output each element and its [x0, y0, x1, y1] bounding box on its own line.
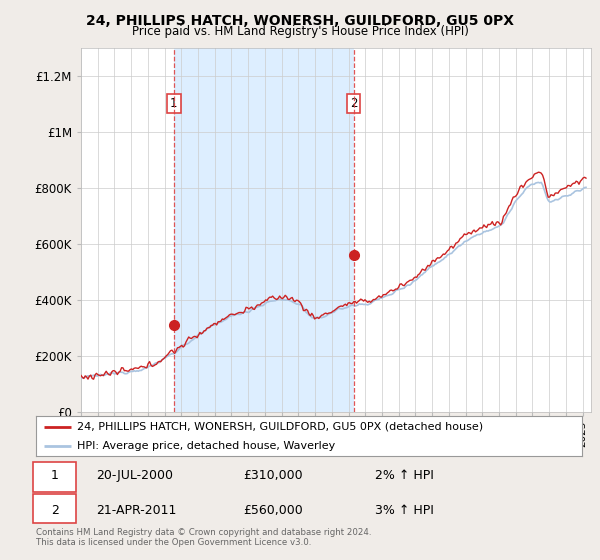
Text: Price paid vs. HM Land Registry's House Price Index (HPI): Price paid vs. HM Land Registry's House …	[131, 25, 469, 38]
Bar	[174, 48, 353, 412]
Text: 1: 1	[170, 97, 178, 110]
Text: HPI: Average price, detached house, Waverley: HPI: Average price, detached house, Wave…	[77, 441, 335, 451]
Text: 24, PHILLIPS HATCH, WONERSH, GUILDFORD, GU5 0PX (detached house): 24, PHILLIPS HATCH, WONERSH, GUILDFORD, …	[77, 422, 483, 432]
Text: Contains HM Land Registry data © Crown copyright and database right 2024.
This d: Contains HM Land Registry data © Crown c…	[36, 528, 371, 547]
Text: 20-JUL-2000: 20-JUL-2000	[96, 469, 173, 482]
Text: £310,000: £310,000	[244, 469, 303, 482]
Text: 21-APR-2011: 21-APR-2011	[96, 504, 176, 517]
Text: 3% ↑ HPI: 3% ↑ HPI	[374, 504, 433, 517]
Text: 2: 2	[350, 97, 358, 110]
Text: 1: 1	[50, 469, 59, 482]
Text: 2% ↑ HPI: 2% ↑ HPI	[374, 469, 433, 482]
FancyBboxPatch shape	[33, 493, 76, 523]
Text: 2: 2	[50, 504, 59, 517]
FancyBboxPatch shape	[33, 462, 76, 492]
Text: 24, PHILLIPS HATCH, WONERSH, GUILDFORD, GU5 0PX: 24, PHILLIPS HATCH, WONERSH, GUILDFORD, …	[86, 14, 514, 28]
Text: £560,000: £560,000	[244, 504, 303, 517]
